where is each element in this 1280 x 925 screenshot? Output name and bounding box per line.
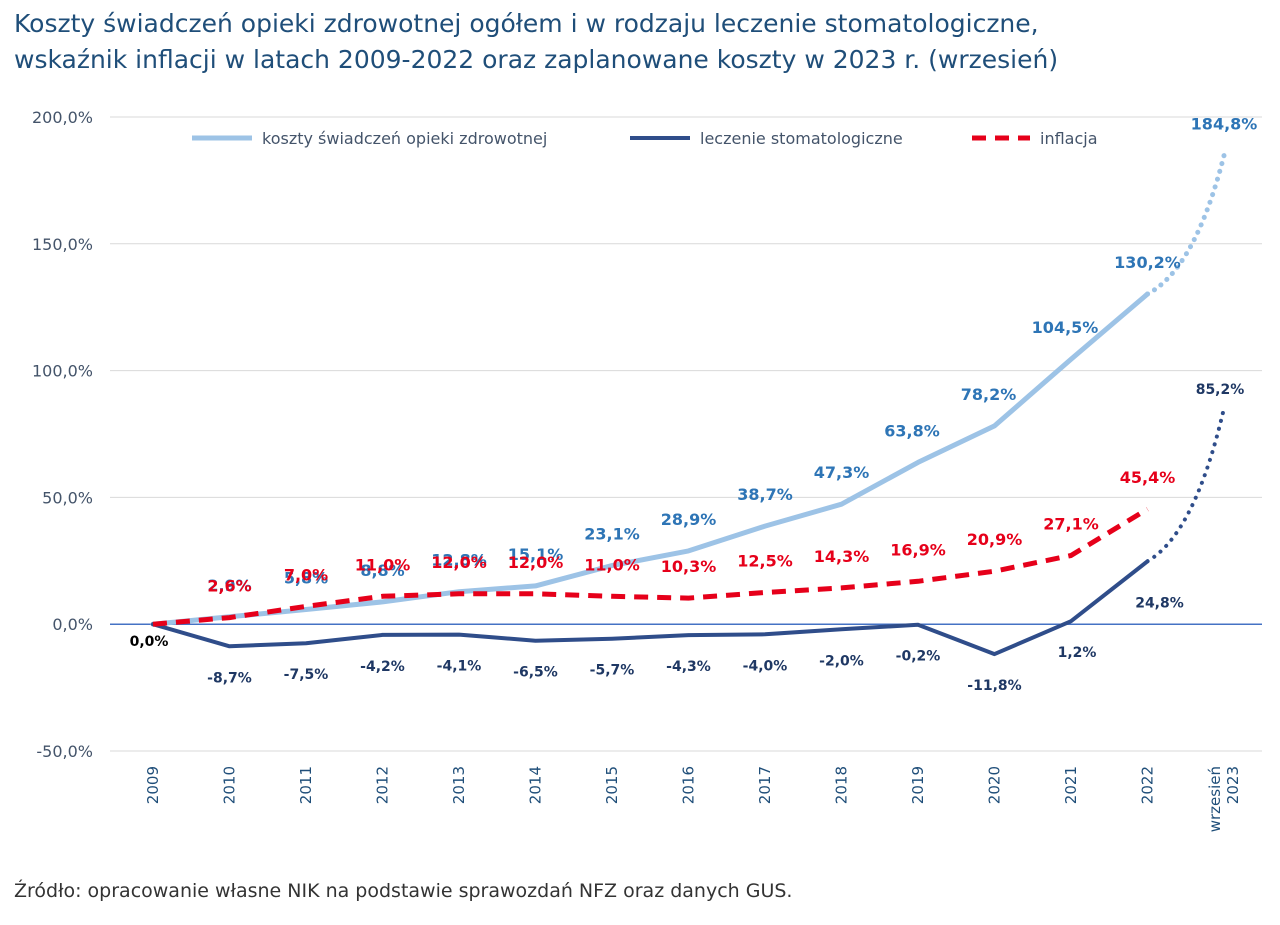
x-tick-label: 2014 bbox=[527, 766, 545, 804]
data-label: 184,8% bbox=[1191, 115, 1258, 134]
x-tick-label: wrzesień bbox=[1206, 766, 1224, 832]
series-projection bbox=[1145, 406, 1226, 564]
data-label: 47,3% bbox=[814, 463, 870, 482]
data-label: 20,9% bbox=[967, 530, 1023, 549]
legend-label: leczenie stomatologiczne bbox=[700, 129, 903, 148]
gridlines bbox=[110, 116, 1262, 752]
y-tick-label: -50,0% bbox=[36, 742, 93, 761]
data-label: 10,3% bbox=[661, 557, 717, 576]
data-label: -2,0% bbox=[819, 653, 864, 669]
series-line bbox=[152, 506, 1149, 627]
data-label: 12,0% bbox=[431, 553, 487, 572]
source-note: Źródło: opracowanie własne NIK na podsta… bbox=[14, 880, 793, 902]
x-tick-label: 2010 bbox=[221, 766, 239, 804]
data-label: -4,2% bbox=[360, 659, 405, 675]
data-label: 24,8% bbox=[1135, 595, 1184, 611]
data-labels: 2,9% 5,8% 8,8% 12,8% 15,1% 23,1% 28,9% 38,7% 47,… bbox=[130, 115, 1258, 695]
x-tick-label: 2009 bbox=[144, 766, 162, 804]
data-label: -4,1% bbox=[437, 659, 482, 675]
x-tick-label: 2018 bbox=[833, 766, 851, 804]
data-label: 2,6% bbox=[207, 577, 251, 596]
line-chart: 200,0%150,0%100,0%50,0%0,0%-50,0% 2009 20… bbox=[32, 108, 1262, 832]
data-label: 7,0% bbox=[284, 565, 328, 584]
legend-label: inflacja bbox=[1040, 129, 1098, 148]
data-label: 78,2% bbox=[961, 385, 1017, 404]
data-label: 12,5% bbox=[737, 552, 793, 571]
y-tick-label: 200,0% bbox=[32, 108, 93, 127]
y-tick-label: 100,0% bbox=[32, 362, 93, 381]
data-label: 38,7% bbox=[737, 485, 793, 504]
x-tick-label: 2012 bbox=[374, 766, 392, 804]
series-line bbox=[151, 559, 1150, 657]
chart-title-line-1: Koszty świadczeń opieki zdrowotnej ogółe… bbox=[14, 9, 1039, 38]
data-label: 85,2% bbox=[1196, 382, 1245, 398]
data-label: -4,0% bbox=[743, 658, 788, 674]
x-tick-label: 2022 bbox=[1139, 766, 1157, 804]
series-lines bbox=[150, 153, 1227, 657]
data-label: 23,1% bbox=[584, 525, 640, 544]
x-tick-label: 2020 bbox=[986, 766, 1004, 804]
data-label: -6,5% bbox=[513, 665, 558, 681]
data-label: 14,3% bbox=[814, 547, 870, 566]
x-axis-ticks: 2009 2010 2011 2012 2013 2014 2015 2016 2017 2018… bbox=[144, 766, 1242, 832]
data-label: 130,2% bbox=[1114, 253, 1181, 272]
chart-title-line-2: wskaźnik inflacji w latach 2009-2022 ora… bbox=[14, 45, 1059, 74]
data-label: 11,0% bbox=[584, 555, 640, 574]
data-label: 1,2% bbox=[1058, 645, 1097, 661]
data-label: 16,9% bbox=[890, 540, 946, 559]
data-label: 28,9% bbox=[661, 510, 717, 529]
data-label: 27,1% bbox=[1043, 514, 1099, 533]
data-label: -8,7% bbox=[207, 670, 252, 686]
x-tick-label: 2011 bbox=[297, 766, 315, 804]
data-label: 63,8% bbox=[884, 421, 940, 440]
x-tick-label: 2016 bbox=[680, 766, 698, 804]
series-projection bbox=[1145, 153, 1227, 297]
y-tick-label: 50,0% bbox=[42, 488, 93, 507]
data-label: 12,8% bbox=[431, 551, 487, 570]
data-label: 12,0% bbox=[508, 553, 564, 572]
data-label: -0,2% bbox=[896, 649, 941, 665]
data-label: 104,5% bbox=[1032, 318, 1099, 337]
series-line bbox=[150, 291, 1150, 627]
data-label: 8,8% bbox=[360, 561, 404, 580]
x-tick-label: 2017 bbox=[756, 766, 774, 804]
data-label: 5,8% bbox=[284, 568, 328, 587]
data-label: -5,7% bbox=[590, 663, 635, 679]
y-tick-label: 150,0% bbox=[32, 235, 93, 254]
data-label: 15,1% bbox=[508, 545, 564, 564]
x-tick-label: 2021 bbox=[1062, 766, 1080, 804]
legend-label: koszty świadczeń opieki zdrowotnej bbox=[262, 129, 547, 148]
data-label: 2,9% bbox=[207, 576, 251, 595]
x-tick-label: 2023 bbox=[1224, 766, 1242, 804]
data-label: -11,8% bbox=[967, 678, 1021, 694]
chart-title: Koszty świadczeń opieki zdrowotnej ogółe… bbox=[14, 6, 1264, 78]
data-label: 45,4% bbox=[1120, 468, 1176, 487]
y-tick-label: 0,0% bbox=[52, 615, 93, 634]
data-label: -4,3% bbox=[666, 659, 711, 675]
data-label: 0,0% bbox=[130, 634, 169, 650]
x-tick-label: 2013 bbox=[450, 766, 468, 804]
x-tick-label: 2015 bbox=[603, 766, 621, 804]
data-label: -7,5% bbox=[284, 667, 329, 683]
x-tick-label: 2019 bbox=[909, 766, 927, 804]
legend: koszty świadczeń opieki zdrowotnej leczen… bbox=[192, 129, 1098, 148]
y-axis-ticks: 200,0% 150,0% 100,0% 50,0% 0,0% -50,0% bbox=[32, 108, 93, 761]
data-label: 11,0% bbox=[355, 555, 411, 574]
